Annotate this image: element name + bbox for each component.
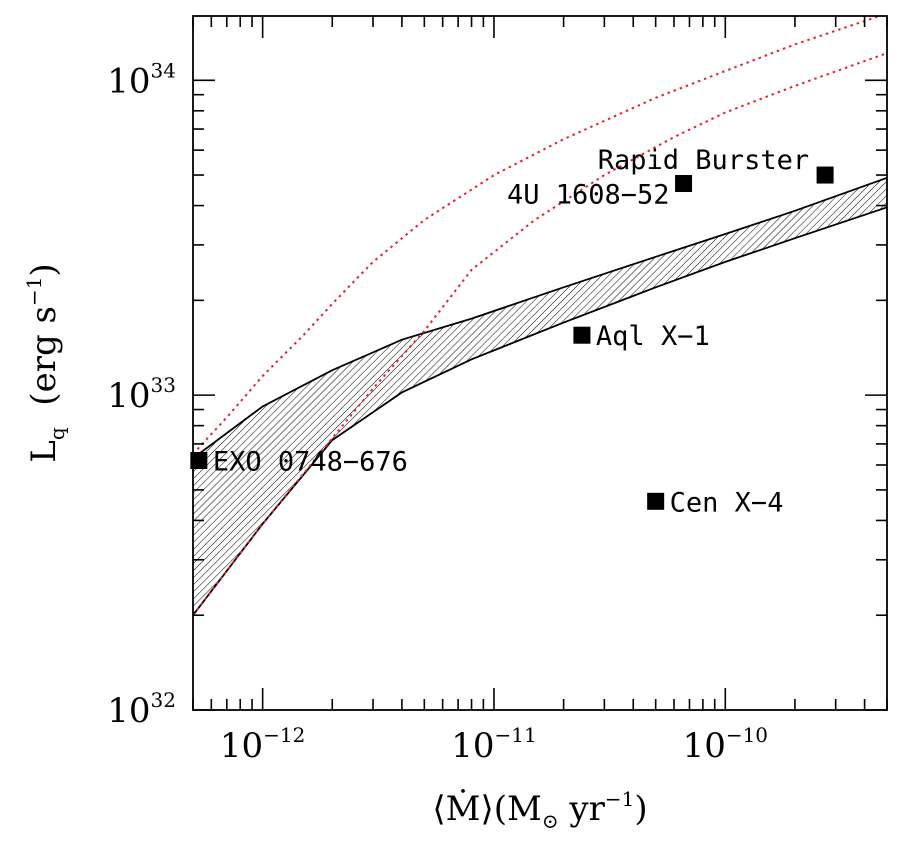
y-tick-label: 1033 — [107, 373, 176, 416]
y-tick-label: 1032 — [107, 688, 176, 731]
x-axis-label: ⟨Ṁ⟩(M⊙ yr−1) — [432, 787, 647, 833]
x-tick-label: 10−10 — [683, 723, 768, 766]
dotted-curve-1 — [193, 16, 883, 455]
plot-content — [193, 16, 887, 616]
plot-frame — [192, 15, 888, 711]
data-point-label: Cen X−4 — [670, 487, 784, 518]
data-point-label: EXO 0748−676 — [213, 447, 408, 478]
data-point-marker — [647, 492, 665, 510]
y-axis-label: Lq (erg s−1) — [22, 263, 69, 462]
data-point-marker — [816, 166, 834, 184]
data-point-label: Rapid Burster — [598, 145, 809, 176]
tick-labels: 10−12 10−11 10−10 1032 1033 1034 — [107, 58, 768, 766]
axis-ticks — [192, 16, 888, 711]
data-point-marker — [190, 452, 208, 470]
dotted-curve-2 — [193, 52, 887, 616]
y-tick-label: 1034 — [107, 58, 176, 101]
x-tick-label: 10−12 — [220, 723, 305, 766]
data-point-marker — [573, 326, 591, 344]
hatched-band — [193, 177, 887, 616]
data-point-marker — [675, 175, 693, 193]
band-upper-edge — [193, 176, 887, 460]
data-point-label: 4U 1608−52 — [507, 180, 670, 211]
data-point-label: Aql X−1 — [596, 321, 710, 352]
data-points: EXO 0748−676 Cen X−4 Aql X−1 4U 1608−52 Rapi… — [190, 145, 834, 518]
x-tick-label: 10−11 — [451, 723, 536, 766]
